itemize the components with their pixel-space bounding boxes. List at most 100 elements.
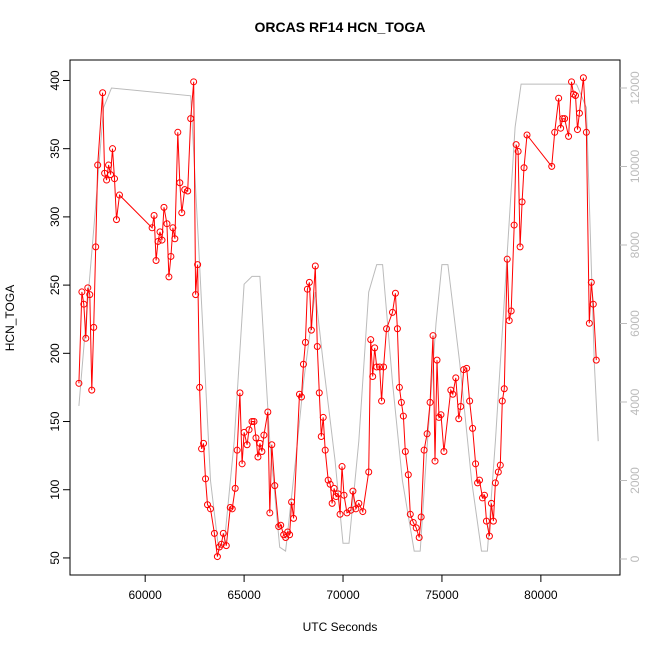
point [587, 278, 595, 286]
point [352, 505, 360, 513]
point [80, 300, 88, 308]
point [245, 426, 253, 434]
point [487, 499, 495, 507]
point [305, 278, 313, 286]
point [313, 342, 321, 350]
point [498, 397, 506, 405]
point [222, 542, 230, 550]
point [330, 484, 338, 492]
point [395, 383, 403, 391]
point [457, 403, 465, 411]
point [391, 289, 399, 297]
point [219, 529, 227, 537]
point [480, 491, 488, 499]
point [426, 398, 434, 406]
point [297, 393, 305, 401]
point [367, 336, 375, 344]
series-line [78, 77, 597, 557]
point [380, 363, 388, 371]
point [328, 499, 336, 507]
point [573, 126, 581, 134]
x-tick-label: 70000 [326, 588, 360, 602]
point [437, 411, 445, 419]
point [105, 161, 113, 169]
point [190, 78, 198, 86]
y-tick-label: 350 [48, 138, 62, 158]
plot-frame [69, 59, 621, 576]
point [171, 235, 179, 243]
point [582, 128, 590, 136]
point [176, 179, 184, 187]
point [154, 237, 162, 245]
series-line [78, 83, 599, 552]
point [254, 453, 262, 461]
x-axis-label: UTC Seconds [303, 620, 378, 634]
point [388, 308, 396, 316]
point [268, 441, 276, 449]
point [349, 487, 357, 495]
point [248, 418, 256, 426]
point [231, 484, 239, 492]
point [592, 356, 600, 364]
point [397, 398, 405, 406]
point [260, 431, 268, 439]
point [431, 457, 439, 465]
point [321, 446, 329, 454]
point [213, 553, 221, 561]
point [512, 141, 520, 149]
point [469, 424, 477, 432]
point [565, 132, 573, 140]
point [258, 448, 266, 456]
point [463, 364, 471, 372]
point [417, 513, 425, 521]
point [94, 161, 102, 169]
point [472, 460, 480, 468]
point [148, 224, 156, 232]
point [589, 300, 597, 308]
point [187, 115, 195, 123]
point [518, 198, 526, 206]
point [324, 476, 332, 484]
point [250, 418, 258, 426]
point [376, 363, 384, 371]
point [371, 344, 379, 352]
point [338, 463, 346, 471]
point [238, 460, 246, 468]
point [202, 475, 210, 483]
chart-title: ORCAS RF14 HCN_TOGA [255, 19, 426, 35]
point [152, 257, 160, 265]
point [275, 523, 283, 531]
point [516, 243, 524, 251]
point [206, 505, 214, 513]
point [315, 389, 323, 397]
point [167, 252, 175, 260]
point [514, 147, 522, 155]
point [489, 517, 497, 525]
point [228, 505, 236, 513]
point [449, 390, 457, 398]
point [555, 94, 563, 102]
point [496, 461, 504, 469]
point [507, 307, 515, 315]
point [412, 524, 420, 532]
point [303, 285, 311, 293]
y-tick-label: 300 [48, 207, 62, 227]
point [406, 510, 414, 518]
point [88, 386, 96, 394]
x-tick-label: 80000 [524, 588, 558, 602]
point [369, 373, 377, 381]
y2-tick-label: 0 [628, 555, 642, 562]
point [256, 439, 264, 447]
point [557, 124, 565, 132]
point [156, 228, 164, 236]
point [115, 191, 123, 199]
y-tick-label: 50 [48, 551, 62, 565]
point [359, 508, 367, 516]
point [290, 514, 298, 522]
point [447, 386, 455, 394]
point [429, 332, 437, 340]
point [579, 74, 587, 82]
point [561, 115, 569, 123]
y-tick-label: 200 [48, 343, 62, 363]
